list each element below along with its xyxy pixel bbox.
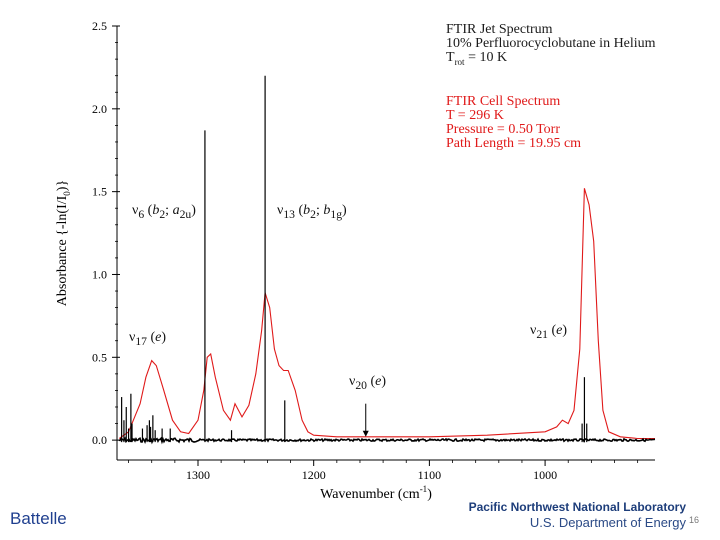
- series-group: [118, 75, 656, 445]
- y-tick-label: 2.5: [92, 19, 107, 33]
- legend-cell-title: FTIR Cell Spectrum: [446, 94, 561, 109]
- x-tick-label: 1000: [533, 468, 557, 482]
- peak-label-v21: ν21 (e): [530, 323, 568, 341]
- x-tick-label: 1100: [418, 468, 442, 482]
- annotations: [362, 403, 369, 437]
- y-axis-label: Absorbance {-ln(I/I0)}: [55, 180, 72, 306]
- axes: 0.0 0.5 1.0 1.5 2.0 2.5 1300 1200 1100 1000 Wavenu…: [55, 19, 655, 502]
- lab-branding: Pacific Northwest National Laboratory U.…: [469, 500, 686, 530]
- series-cell-line: [118, 188, 655, 440]
- legend-cell-path: Path Length = 19.95 cm: [446, 136, 582, 151]
- y-tick-label: 2.0: [92, 102, 107, 116]
- y-tick-label: 1.0: [92, 267, 107, 281]
- lab-name: Pacific Northwest National Laboratory: [468, 500, 686, 514]
- battelle-logo: Battelle: [10, 509, 67, 528]
- page-number: 16: [689, 515, 700, 525]
- legend-jet-trot: Trot = 10 K: [446, 50, 508, 67]
- x-tick-label: 1200: [302, 468, 326, 482]
- series-jet-baseline: [118, 436, 656, 445]
- legend-cell-temp: T = 296 K: [446, 108, 504, 123]
- peak-label-v17: ν17 (e): [129, 330, 167, 348]
- legend-jet-sample: 10% Perfluorocyclobutane in Helium: [446, 36, 656, 51]
- x-tick-label: 1300: [186, 468, 210, 482]
- legend-cell: FTIR Cell Spectrum T = 296 K Pressure = …: [446, 95, 581, 151]
- peak-label-v20: ν20 (e): [349, 374, 387, 392]
- legend-jet-title: FTIR Jet Spectrum: [446, 22, 553, 37]
- y-tick-label: 1.5: [92, 185, 107, 199]
- doe-name: U.S. Department of Energy: [529, 515, 686, 530]
- peak-label-v13: ν13 (b2; b1g): [277, 203, 347, 221]
- legend-jet: FTIR Jet Spectrum 10% Perfluorocyclobuta…: [446, 23, 656, 69]
- legend-cell-pressure: Pressure = 0.50 Torr: [446, 122, 560, 137]
- y-tick-label: 0.0: [92, 433, 107, 447]
- v20-arrow-head: [362, 430, 369, 437]
- peak-label-v6: ν6 (b2; a2u): [132, 203, 196, 221]
- y-tick-label: 0.5: [92, 350, 107, 364]
- x-axis-label: Wavenumber (cm-1): [320, 484, 432, 502]
